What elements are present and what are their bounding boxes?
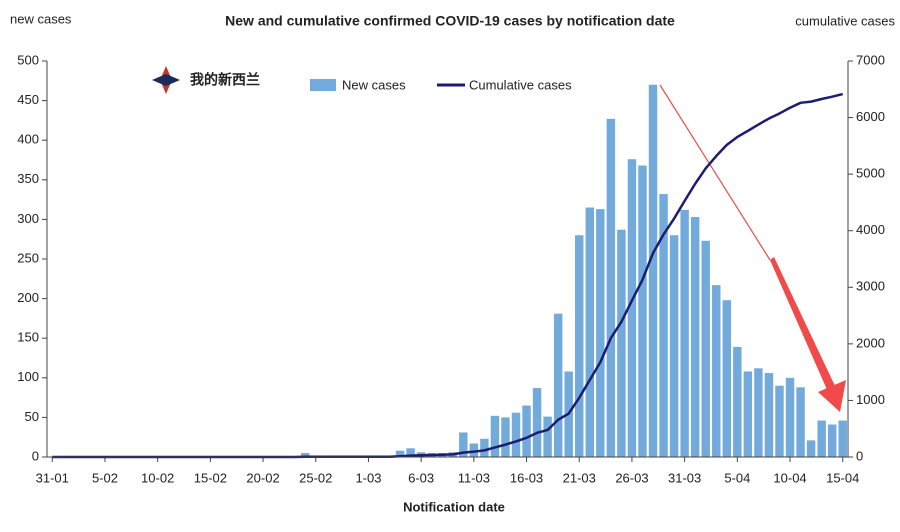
- bar: [722, 300, 732, 457]
- y-tick-label: 150: [17, 330, 39, 345]
- y-tick-label: 500: [17, 52, 39, 67]
- bar: [638, 165, 647, 457]
- bar: [511, 412, 521, 457]
- x-tick-label: 11-03: [458, 470, 490, 485]
- watermark: 我的新西兰: [190, 72, 260, 88]
- bar: [690, 217, 700, 457]
- bar: [775, 385, 784, 457]
- legend-label: Cumulative cases: [469, 77, 572, 92]
- x-axis-title: Notification date: [403, 499, 505, 514]
- bar: [627, 159, 637, 457]
- bar: [817, 420, 826, 457]
- y-tick-label: 350: [17, 171, 39, 186]
- legend-label: New cases: [342, 77, 406, 92]
- y-tick-label: 400: [17, 132, 39, 147]
- bar: [785, 377, 795, 457]
- bar: [764, 373, 774, 457]
- y-tick-label: 250: [17, 250, 39, 265]
- bar: [469, 443, 479, 457]
- x-tick-label: 25-02: [299, 470, 332, 485]
- y-tick-label: 200: [17, 290, 39, 305]
- bar: [606, 118, 616, 457]
- y-tick-label: 300: [17, 211, 39, 226]
- y-tick-label: 0: [32, 448, 39, 463]
- x-tick-label: 15-02: [194, 470, 227, 485]
- bar: [406, 448, 415, 457]
- bar: [395, 450, 405, 457]
- x-tick-label: 6-03: [408, 470, 434, 485]
- bar: [575, 235, 584, 457]
- bar: [543, 416, 552, 457]
- y2-tick-label: 2000: [856, 335, 885, 350]
- bar: [838, 420, 847, 457]
- y2-tick-label: 1000: [856, 392, 885, 407]
- y2-tick-label: 3000: [856, 279, 885, 294]
- bar: [743, 371, 753, 457]
- annotation-arrow: [659, 84, 846, 412]
- chart-title: New and cumulative confirmed COVID-19 ca…: [225, 13, 675, 29]
- bar: [596, 209, 605, 457]
- x-tick-label: 5-04: [724, 470, 750, 485]
- bar: [648, 84, 658, 457]
- y2-tick-label: 7000: [856, 52, 885, 67]
- bar: [301, 453, 310, 457]
- y-axis-title: new cases: [10, 11, 72, 26]
- y2-tick-label: 6000: [856, 109, 885, 124]
- bar: [553, 313, 563, 457]
- x-tick-label: 31-03: [668, 470, 701, 485]
- bar: [522, 405, 531, 457]
- bar: [501, 417, 510, 457]
- y2-tick-label: 4000: [856, 222, 885, 237]
- logo: [152, 66, 180, 94]
- y2-tick-label: 0: [856, 448, 863, 463]
- x-tick-label: 10-02: [141, 470, 174, 485]
- x-tick-label: 15-04: [826, 470, 859, 485]
- bar: [585, 207, 594, 457]
- y-tick-label: 450: [17, 92, 39, 107]
- x-tick-label: 21-03: [563, 470, 596, 485]
- bar: [490, 415, 500, 457]
- x-tick-label: 26-03: [615, 470, 648, 485]
- bar: [712, 285, 721, 457]
- bar: [701, 240, 710, 457]
- bar: [680, 209, 689, 457]
- x-tick-label: 5-02: [92, 470, 118, 485]
- bar: [669, 235, 679, 457]
- x-tick-label: 1-03: [355, 470, 381, 485]
- bar: [617, 229, 626, 457]
- bar: [733, 346, 742, 457]
- x-tick-label: 16-03: [510, 470, 543, 485]
- y2-axis-title: cumulative cases: [795, 13, 895, 28]
- bar: [459, 432, 468, 457]
- bar: [480, 438, 489, 457]
- bar: [827, 424, 837, 457]
- y2-tick-label: 5000: [856, 166, 885, 181]
- bar: [796, 387, 805, 457]
- legend-swatch: [310, 79, 336, 91]
- x-tick-label: 20-02: [246, 470, 279, 485]
- y-tick-label: 100: [17, 369, 39, 384]
- bar: [806, 440, 816, 457]
- x-tick-label: 31-01: [36, 470, 69, 485]
- x-tick-label: 10-04: [773, 470, 806, 485]
- bar: [659, 194, 668, 457]
- bar: [754, 368, 763, 457]
- bar: [532, 388, 542, 457]
- y-tick-label: 50: [25, 409, 39, 424]
